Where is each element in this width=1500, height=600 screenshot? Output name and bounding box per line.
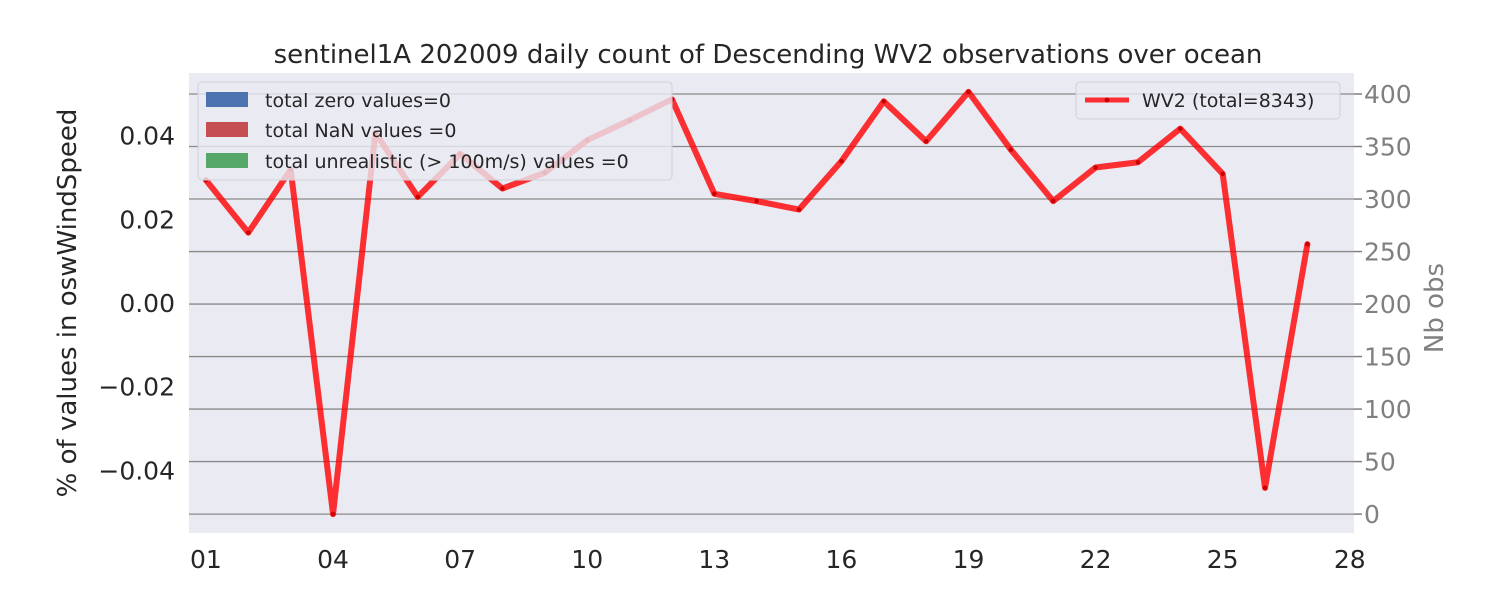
x-tick-label: 16 [825, 545, 857, 574]
left-tick-label: 0.04 [119, 122, 175, 151]
x-tick-label: 25 [1207, 545, 1239, 574]
data-point [1050, 198, 1056, 204]
data-point [881, 99, 887, 104]
legend-swatch-nan [206, 122, 248, 137]
chart-title: sentinel1A 202009 daily count of Descend… [274, 40, 1263, 70]
legend-marker-wv2 [1104, 97, 1110, 103]
x-tick-label: 19 [953, 545, 985, 574]
x-tick-label: 22 [1080, 545, 1112, 574]
left-tick-label: −0.02 [98, 373, 175, 402]
left-tick-label: −0.04 [98, 456, 175, 485]
right-tick-label: 100 [1364, 395, 1412, 424]
x-tick-label: 28 [1334, 545, 1366, 574]
legend-label-nan: total NaN values =0 [265, 120, 456, 142]
data-point [966, 89, 971, 95]
legend-right-frame [1075, 81, 1341, 120]
legend-swatch-unrealistic [206, 153, 248, 168]
data-point [1135, 159, 1141, 165]
legend-left: total zero values=0 total NaN values =0 … [197, 81, 673, 181]
right-tick-label: 250 [1364, 238, 1412, 267]
legend-swatch-zero [206, 92, 248, 107]
data-point [1262, 485, 1268, 491]
data-point [1008, 147, 1014, 152]
data-point [796, 207, 802, 212]
x-tick-label: 04 [317, 545, 349, 574]
data-point [1093, 165, 1098, 170]
data-point [839, 158, 844, 164]
data-point [923, 138, 929, 144]
data-point [415, 194, 421, 200]
data-point [1305, 241, 1310, 247]
data-point [330, 511, 336, 517]
right-tick-label: 350 [1364, 133, 1412, 162]
right-axis-ticks: 0 50 100 150 200 250 300 350 400 [1354, 80, 1412, 529]
left-tick-label: 0.00 [119, 289, 175, 318]
left-axis-ticks: −0.04 −0.02 0.00 0.02 0.04 [98, 122, 175, 486]
left-axis-label: % of values in oswWindSpeed [53, 109, 83, 498]
right-tick-label: 50 [1364, 448, 1396, 477]
data-point [754, 198, 759, 204]
data-point [500, 186, 505, 191]
data-point [1220, 171, 1225, 177]
right-axis-label: Nb obs [1420, 263, 1450, 353]
left-tick-label: 0.02 [119, 205, 175, 234]
data-point [712, 191, 717, 197]
legend-right: WV2 (total=8343) [1075, 81, 1341, 120]
x-axis-ticks: 01 04 07 10 13 16 19 22 25 28 [190, 545, 1366, 574]
x-tick-label: 01 [190, 545, 222, 574]
legend-label-wv2: WV2 (total=8343) [1142, 90, 1314, 112]
x-tick-label: 10 [571, 545, 603, 574]
right-tick-label: 300 [1364, 185, 1412, 214]
x-tick-label: 07 [444, 545, 476, 574]
legend-left-frame [197, 81, 673, 181]
legend-label-unrealistic: total unrealistic (> 100m/s) values =0 [265, 151, 629, 173]
right-tick-label: 150 [1364, 343, 1412, 372]
right-tick-label: 400 [1364, 80, 1412, 109]
right-tick-label: 200 [1364, 290, 1412, 319]
legend-label-zero: total zero values=0 [265, 90, 451, 112]
data-point [246, 230, 251, 235]
right-tick-label: 0 [1364, 500, 1380, 529]
x-tick-label: 13 [698, 545, 730, 574]
data-point [1178, 126, 1183, 131]
